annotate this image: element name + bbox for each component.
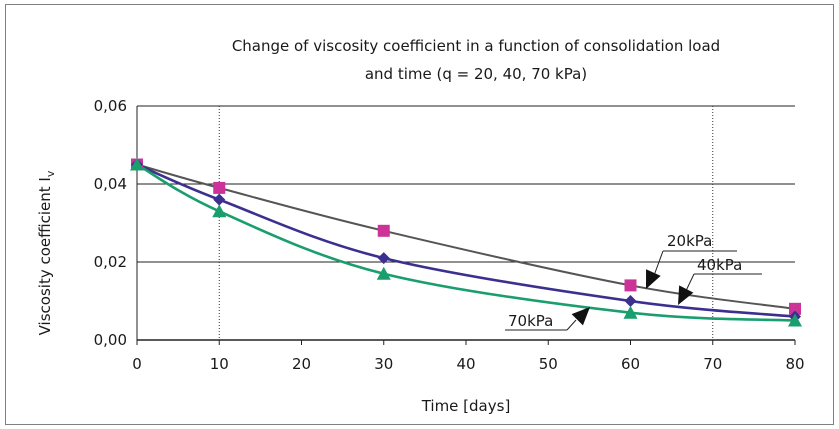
chart-frame bbox=[5, 4, 834, 425]
marker-70kpa bbox=[623, 305, 638, 319]
y-axis-label: Viscosity coefficient Iv bbox=[36, 170, 57, 335]
annotation-label-20kpa: 20kPa bbox=[667, 232, 712, 250]
x-tick-label: 30 bbox=[374, 355, 393, 373]
y-axis-label-subscript: v bbox=[44, 170, 57, 177]
x-tick-label: 40 bbox=[456, 355, 475, 373]
marker-20kpa bbox=[624, 279, 637, 292]
marker-70kpa bbox=[212, 204, 227, 218]
x-tick-label: 50 bbox=[539, 355, 558, 373]
annotation-label-70kpa: 70kPa bbox=[508, 312, 553, 330]
y-tick-label: 0,02 bbox=[94, 253, 127, 271]
marker-70kpa bbox=[376, 266, 391, 280]
annotation-arrow-70kpa bbox=[571, 307, 590, 326]
x-tick-label: 10 bbox=[210, 355, 229, 373]
y-tick-label: 0,04 bbox=[94, 175, 127, 193]
x-tick-label: 0 bbox=[132, 355, 142, 373]
x-axis-label: Time [days] bbox=[421, 397, 511, 415]
plot-area: 0,00 0,02 0,04 0,06 0 10 20 30 40 50 60 70 80 20kPa 40… bbox=[94, 97, 805, 373]
y-tick-label: 0,00 bbox=[94, 331, 127, 349]
y-axis-label-main: Viscosity coefficient I bbox=[36, 177, 54, 335]
annotation-label-40kpa: 40kPa bbox=[697, 256, 742, 274]
annotation-arrow-40kpa bbox=[678, 285, 694, 305]
x-tick-label: 20 bbox=[292, 355, 311, 373]
marker-40kpa bbox=[213, 193, 226, 206]
chart-title-line2: and time (q = 20, 40, 70 kPa) bbox=[365, 65, 587, 83]
y-tick-label: 0,06 bbox=[94, 97, 127, 115]
x-tick-label: 70 bbox=[703, 355, 722, 373]
marker-40kpa bbox=[377, 252, 390, 265]
marker-20kpa bbox=[213, 181, 226, 194]
marker-20kpa bbox=[789, 302, 801, 315]
x-tick-label: 60 bbox=[621, 355, 640, 373]
x-tick-label: 80 bbox=[785, 355, 804, 373]
marker-40kpa bbox=[624, 295, 637, 307]
series-line-40kpa bbox=[136, 163, 796, 318]
series-line-70kpa bbox=[136, 163, 796, 322]
marker-20kpa bbox=[377, 224, 390, 237]
marker-70kpa bbox=[130, 157, 144, 171]
annotation-arrow-20kpa bbox=[646, 269, 661, 289]
annotation-leader-70kpa bbox=[566, 319, 577, 331]
marker-70kpa bbox=[788, 313, 802, 327]
chart-title-line1: Change of viscosity coefficient in a fun… bbox=[232, 37, 720, 55]
